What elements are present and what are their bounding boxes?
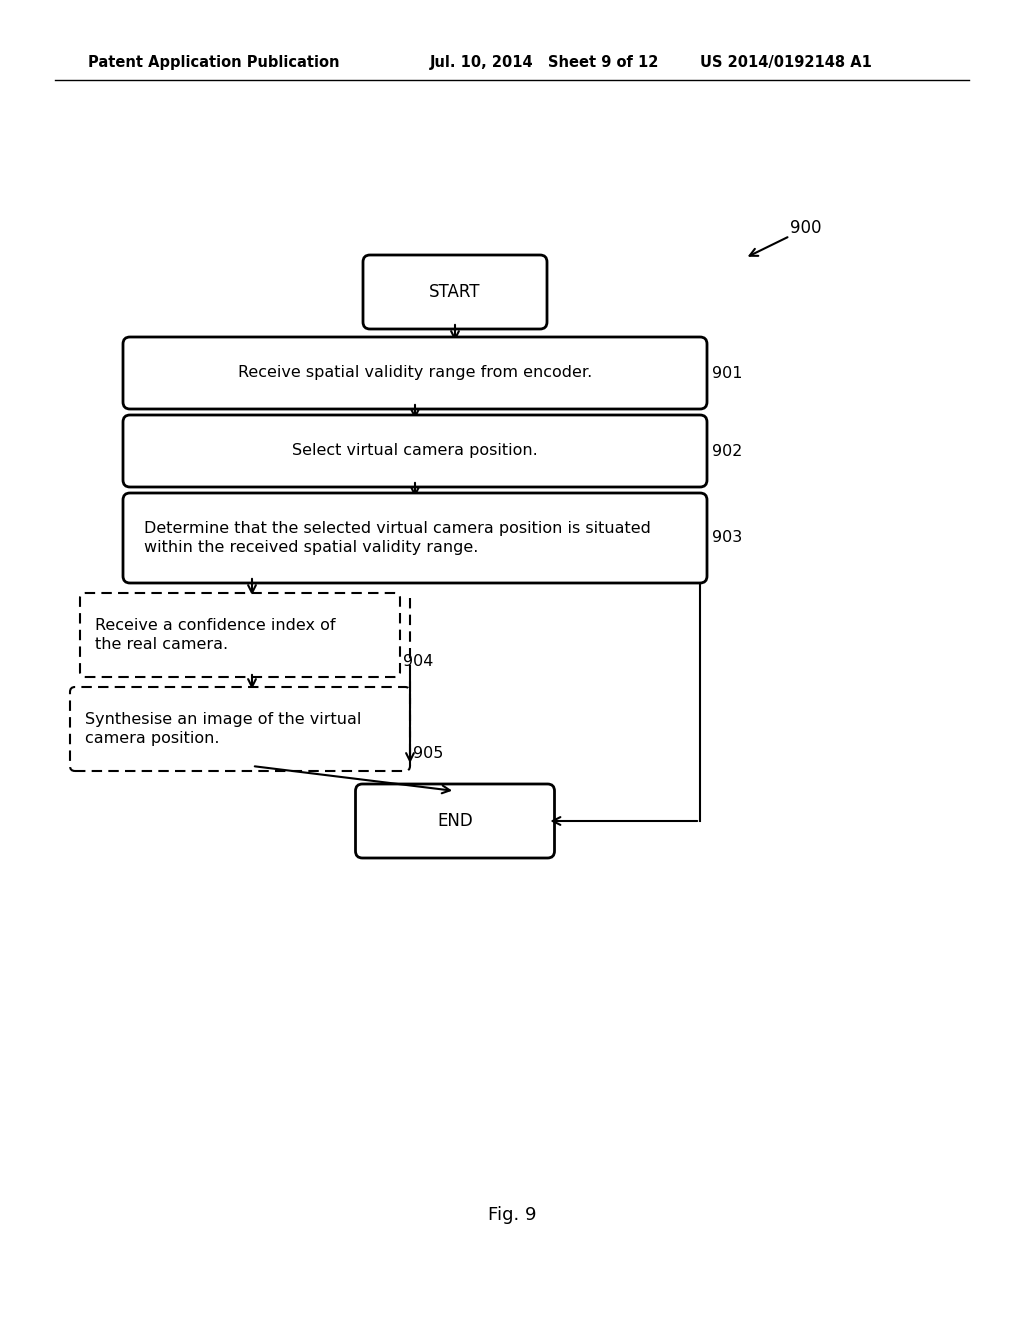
Text: camera position.: camera position. — [85, 731, 219, 746]
Text: 904: 904 — [403, 655, 433, 669]
Text: Receive a confidence index of: Receive a confidence index of — [95, 618, 336, 634]
Text: US 2014/0192148 A1: US 2014/0192148 A1 — [700, 54, 871, 70]
FancyBboxPatch shape — [123, 414, 707, 487]
Text: 902: 902 — [712, 444, 742, 458]
Text: within the received spatial validity range.: within the received spatial validity ran… — [144, 540, 478, 554]
Text: 901: 901 — [712, 366, 742, 380]
Text: END: END — [437, 812, 473, 830]
FancyBboxPatch shape — [80, 593, 400, 677]
Text: Fig. 9: Fig. 9 — [487, 1206, 537, 1224]
Text: Jul. 10, 2014   Sheet 9 of 12: Jul. 10, 2014 Sheet 9 of 12 — [430, 54, 659, 70]
Text: Select virtual camera position.: Select virtual camera position. — [292, 444, 538, 458]
Text: the real camera.: the real camera. — [95, 638, 228, 652]
Text: Receive spatial validity range from encoder.: Receive spatial validity range from enco… — [238, 366, 592, 380]
FancyBboxPatch shape — [70, 686, 410, 771]
Text: Patent Application Publication: Patent Application Publication — [88, 54, 340, 70]
FancyBboxPatch shape — [355, 784, 555, 858]
Text: START: START — [429, 282, 480, 301]
Text: Determine that the selected virtual camera position is situated: Determine that the selected virtual came… — [144, 521, 651, 536]
Text: 905: 905 — [413, 747, 443, 762]
FancyBboxPatch shape — [123, 492, 707, 583]
FancyBboxPatch shape — [362, 255, 547, 329]
Text: 903: 903 — [712, 531, 742, 545]
Text: 900: 900 — [790, 219, 821, 238]
FancyBboxPatch shape — [123, 337, 707, 409]
Text: Synthesise an image of the virtual: Synthesise an image of the virtual — [85, 711, 361, 727]
